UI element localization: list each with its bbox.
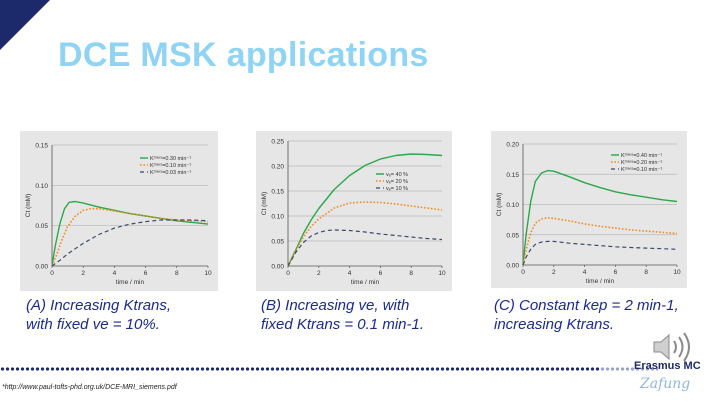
caption-c-line2: increasing Ktrans. <box>494 316 615 333</box>
series-line-solid <box>287 153 443 267</box>
legend-label: Kᵗʳᵃⁿˢ=0.20 min⁻¹ <box>621 159 662 166</box>
series-line-dashed <box>522 240 678 266</box>
y-tick-label: 0.25 <box>271 139 284 146</box>
series-line-dotted <box>287 201 443 267</box>
series-line-dashed <box>287 229 443 267</box>
x-tick-label: 4 <box>348 270 352 277</box>
legend-label: Kᵗʳᵃⁿˢ=0.40 min⁻¹ <box>621 152 662 159</box>
corner-triangle <box>0 0 50 50</box>
y-tick-label: 0.00 <box>506 263 519 270</box>
x-tick-label: 4 <box>583 269 587 276</box>
x-tick-label: 8 <box>409 270 413 277</box>
x-tick-label: 10 <box>673 269 681 276</box>
series-line-solid <box>51 200 209 267</box>
y-tick-label: 0.10 <box>35 183 48 190</box>
y-tick-label: 0.05 <box>35 223 48 230</box>
x-axis-label: time / min <box>116 279 145 286</box>
x-tick-label: 8 <box>175 270 179 277</box>
y-axis-label: Ct (mM) <box>25 194 32 217</box>
legend-label: Kᵗʳᵃⁿˢ=0.03 min⁻¹ <box>150 169 191 176</box>
caption-b-line1: (B) Increasing ve, with <box>261 297 410 314</box>
footnote-url: *http://www.paul-tofts-phd.org.uk/DCE-MR… <box>2 384 177 391</box>
dotted-divider-faded <box>600 366 658 372</box>
x-axis-label: time / min <box>351 279 380 286</box>
caption-b-line2: fixed Ktrans = 0.1 min-1. <box>261 316 424 333</box>
y-tick-label: 0.15 <box>271 189 284 196</box>
legend-label: vₑ= 10 % <box>386 186 408 192</box>
x-axis-label: time / min <box>586 278 615 285</box>
caption-b: (B) Increasing ve, with fixed Ktrans = 0… <box>261 296 424 334</box>
y-tick-label: 0.05 <box>271 239 284 246</box>
legend-label: Kᵗʳᵃⁿˢ=0.10 min⁻¹ <box>150 162 191 169</box>
x-tick-label: 0 <box>286 270 290 277</box>
x-tick-label: 6 <box>144 270 148 277</box>
x-tick-label: 6 <box>614 269 618 276</box>
x-tick-label: 2 <box>552 269 556 276</box>
caption-a-line1: (A) Increasing Ktrans, <box>26 297 172 314</box>
legend-label: Kᵗʳᵃⁿˢ=0.10 min⁻¹ <box>621 166 662 173</box>
chart-panel-c: 0.00 0.05 0.10 0.15 0.20 0 2 4 6 8 10 time / min Ct … <box>491 131 687 288</box>
x-tick-label: 4 <box>113 270 117 277</box>
x-tick-label: 8 <box>644 269 648 276</box>
y-tick-label: 0.00 <box>271 264 284 271</box>
y-tick-label: 0.10 <box>506 202 519 209</box>
dotted-divider <box>0 366 602 372</box>
caption-a: (A) Increasing Ktrans, with fixed ve = 1… <box>26 296 171 334</box>
x-tick-label: 10 <box>204 270 212 277</box>
logo-script: Zafung <box>640 376 691 392</box>
speaker-icon[interactable] <box>650 330 696 364</box>
x-tick-label: 0 <box>521 269 525 276</box>
y-axis-label: Ct (mM) <box>496 193 503 216</box>
chart-panel-b: 0.00 0.05 0.10 0.15 0.20 0.25 0 2 4 6 8 10 time / mi… <box>256 131 452 291</box>
x-tick-label: 2 <box>81 270 85 277</box>
y-tick-label: 0.00 <box>35 264 48 271</box>
chart-a-svg: 0.00 0.05 0.10 0.15 0 2 4 6 8 10 time / min Ct (mM)… <box>25 143 212 287</box>
y-tick-label: 0.05 <box>506 232 519 239</box>
series-line-dotted <box>522 217 678 266</box>
series-line-dotted <box>51 207 209 267</box>
caption-c: (C) Constant kep = 2 min-1, increasing K… <box>494 296 679 334</box>
legend-label: vₑ= 40 % <box>386 172 408 178</box>
chart-b-svg: 0.00 0.05 0.10 0.15 0.20 0.25 0 2 4 6 8 10 time / mi… <box>261 139 446 287</box>
y-axis-label: Ct (mM) <box>261 192 268 215</box>
x-tick-label: 2 <box>317 270 321 277</box>
x-tick-label: 10 <box>438 270 446 277</box>
x-tick-label: 0 <box>50 270 54 277</box>
logo-erasmus: Erasmus MC <box>634 360 701 372</box>
legend-label: Kᵗʳᵃⁿˢ=0.30 min⁻¹ <box>150 155 191 162</box>
series-line-solid <box>522 169 678 266</box>
legend-label: vₑ= 20 % <box>386 179 408 185</box>
slide-title: DCE MSK applications <box>58 36 429 74</box>
y-tick-label: 0.20 <box>271 164 284 171</box>
series-line-dashed <box>51 219 209 267</box>
y-tick-label: 0.10 <box>271 214 284 221</box>
y-tick-label: 0.20 <box>506 142 519 149</box>
caption-a-line2: with fixed ve = 10%. <box>26 316 160 333</box>
caption-c-line1: (C) Constant kep = 2 min-1, <box>494 297 679 314</box>
y-tick-label: 0.15 <box>506 172 519 179</box>
chart-c-svg: 0.00 0.05 0.10 0.15 0.20 0 2 4 6 8 10 time / min Ct … <box>496 142 681 286</box>
chart-panel-a: 0.00 0.05 0.10 0.15 0 2 4 6 8 10 time / min Ct (mM)… <box>20 131 218 291</box>
x-tick-label: 6 <box>379 270 383 277</box>
y-tick-label: 0.15 <box>35 143 48 150</box>
